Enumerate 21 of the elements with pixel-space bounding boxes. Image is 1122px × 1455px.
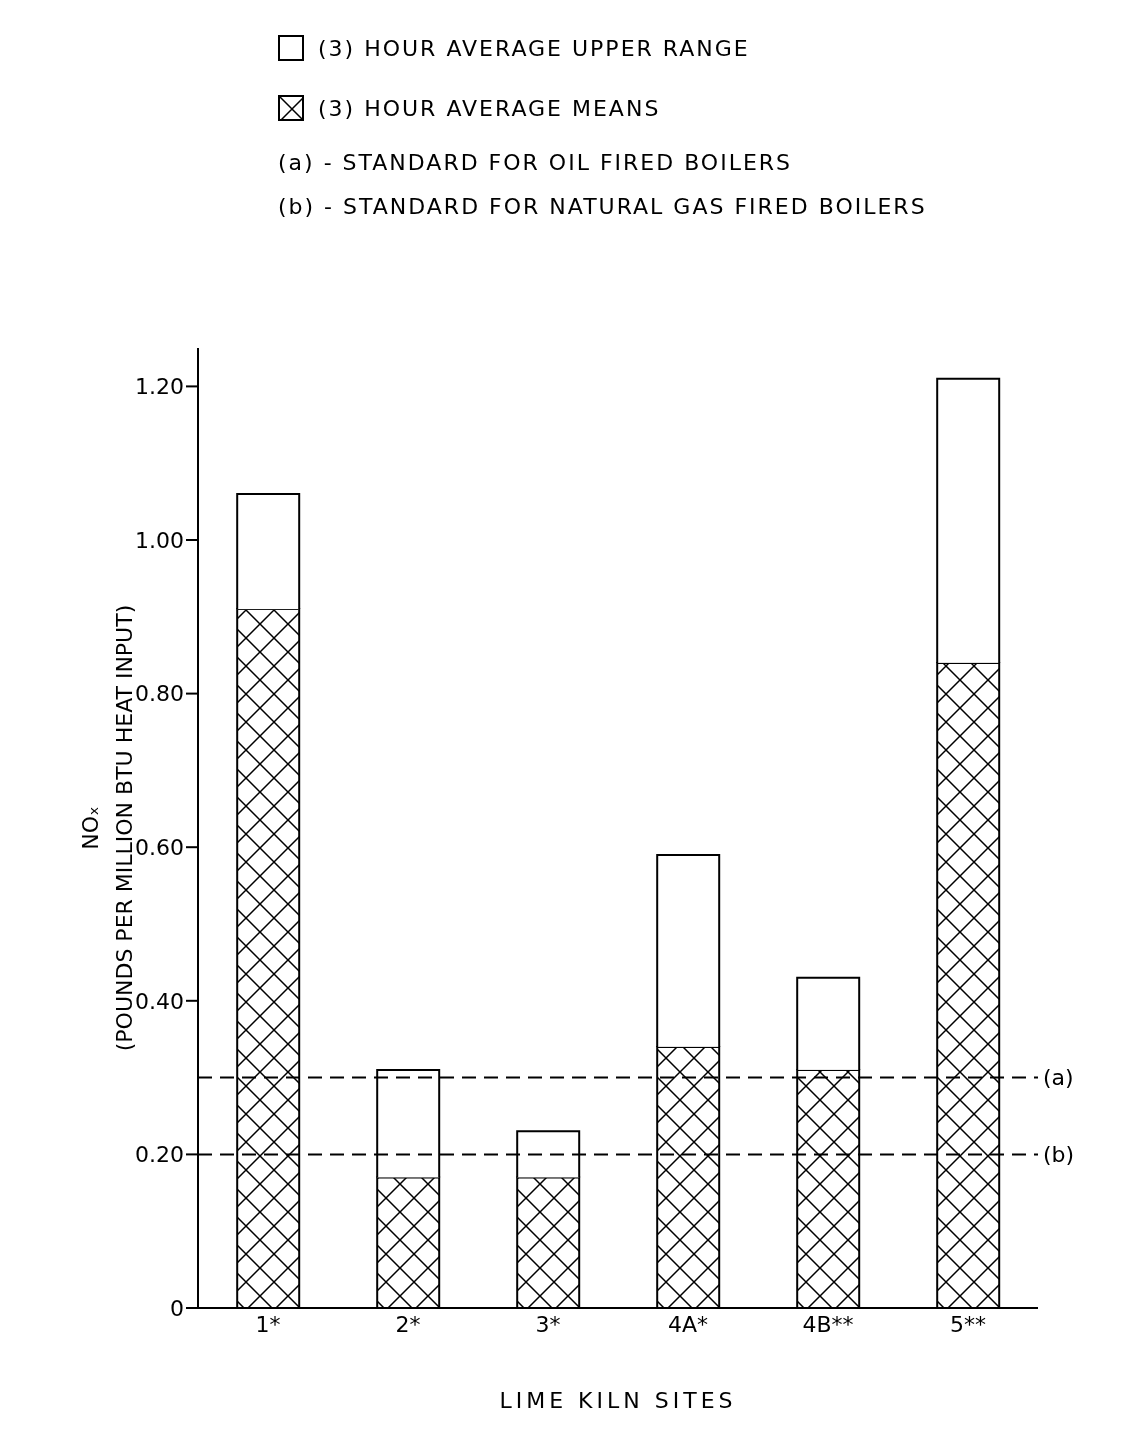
x-tick-label: 4A* bbox=[667, 1311, 709, 1337]
y-tick-label: 0.20 bbox=[135, 1142, 184, 1168]
y-tick-label: 0.60 bbox=[135, 835, 184, 861]
y-tick-label: 0 bbox=[170, 1295, 184, 1321]
y-axis-title: NOₓ (POUNDS PER MILLION BTU HEAT INPUT) bbox=[78, 604, 137, 1052]
legend-label: (3) HOUR AVERAGE UPPER RANGE bbox=[318, 35, 750, 61]
x-tick-label: 2* bbox=[395, 1311, 421, 1337]
text: (a) - STANDARD FOR OIL FIRED BOILERS bbox=[278, 149, 794, 177]
y-tick-label: 1.20 bbox=[135, 374, 184, 400]
x-tick-label: 1* bbox=[255, 1311, 281, 1337]
x-tick-label: 5** bbox=[950, 1311, 986, 1337]
legend-label: (3) HOUR AVERAGE MEANS bbox=[318, 95, 661, 121]
ref-line-label: (b) bbox=[1043, 1142, 1075, 1168]
x-axis-title: LIME KILN SITES bbox=[499, 1388, 737, 1413]
y-tick-label: 1.00 bbox=[135, 527, 184, 553]
y-tick-label: 0.40 bbox=[135, 988, 184, 1014]
ref-line-label: (a) bbox=[1043, 1065, 1074, 1091]
x-tick-label: 4B** bbox=[802, 1311, 854, 1337]
x-tick-label: 3* bbox=[535, 1311, 561, 1337]
y-tick-label: 0.80 bbox=[135, 681, 184, 707]
text: (b) - STANDARD FOR NATURAL GAS FIRED BOILERS bbox=[278, 193, 927, 221]
